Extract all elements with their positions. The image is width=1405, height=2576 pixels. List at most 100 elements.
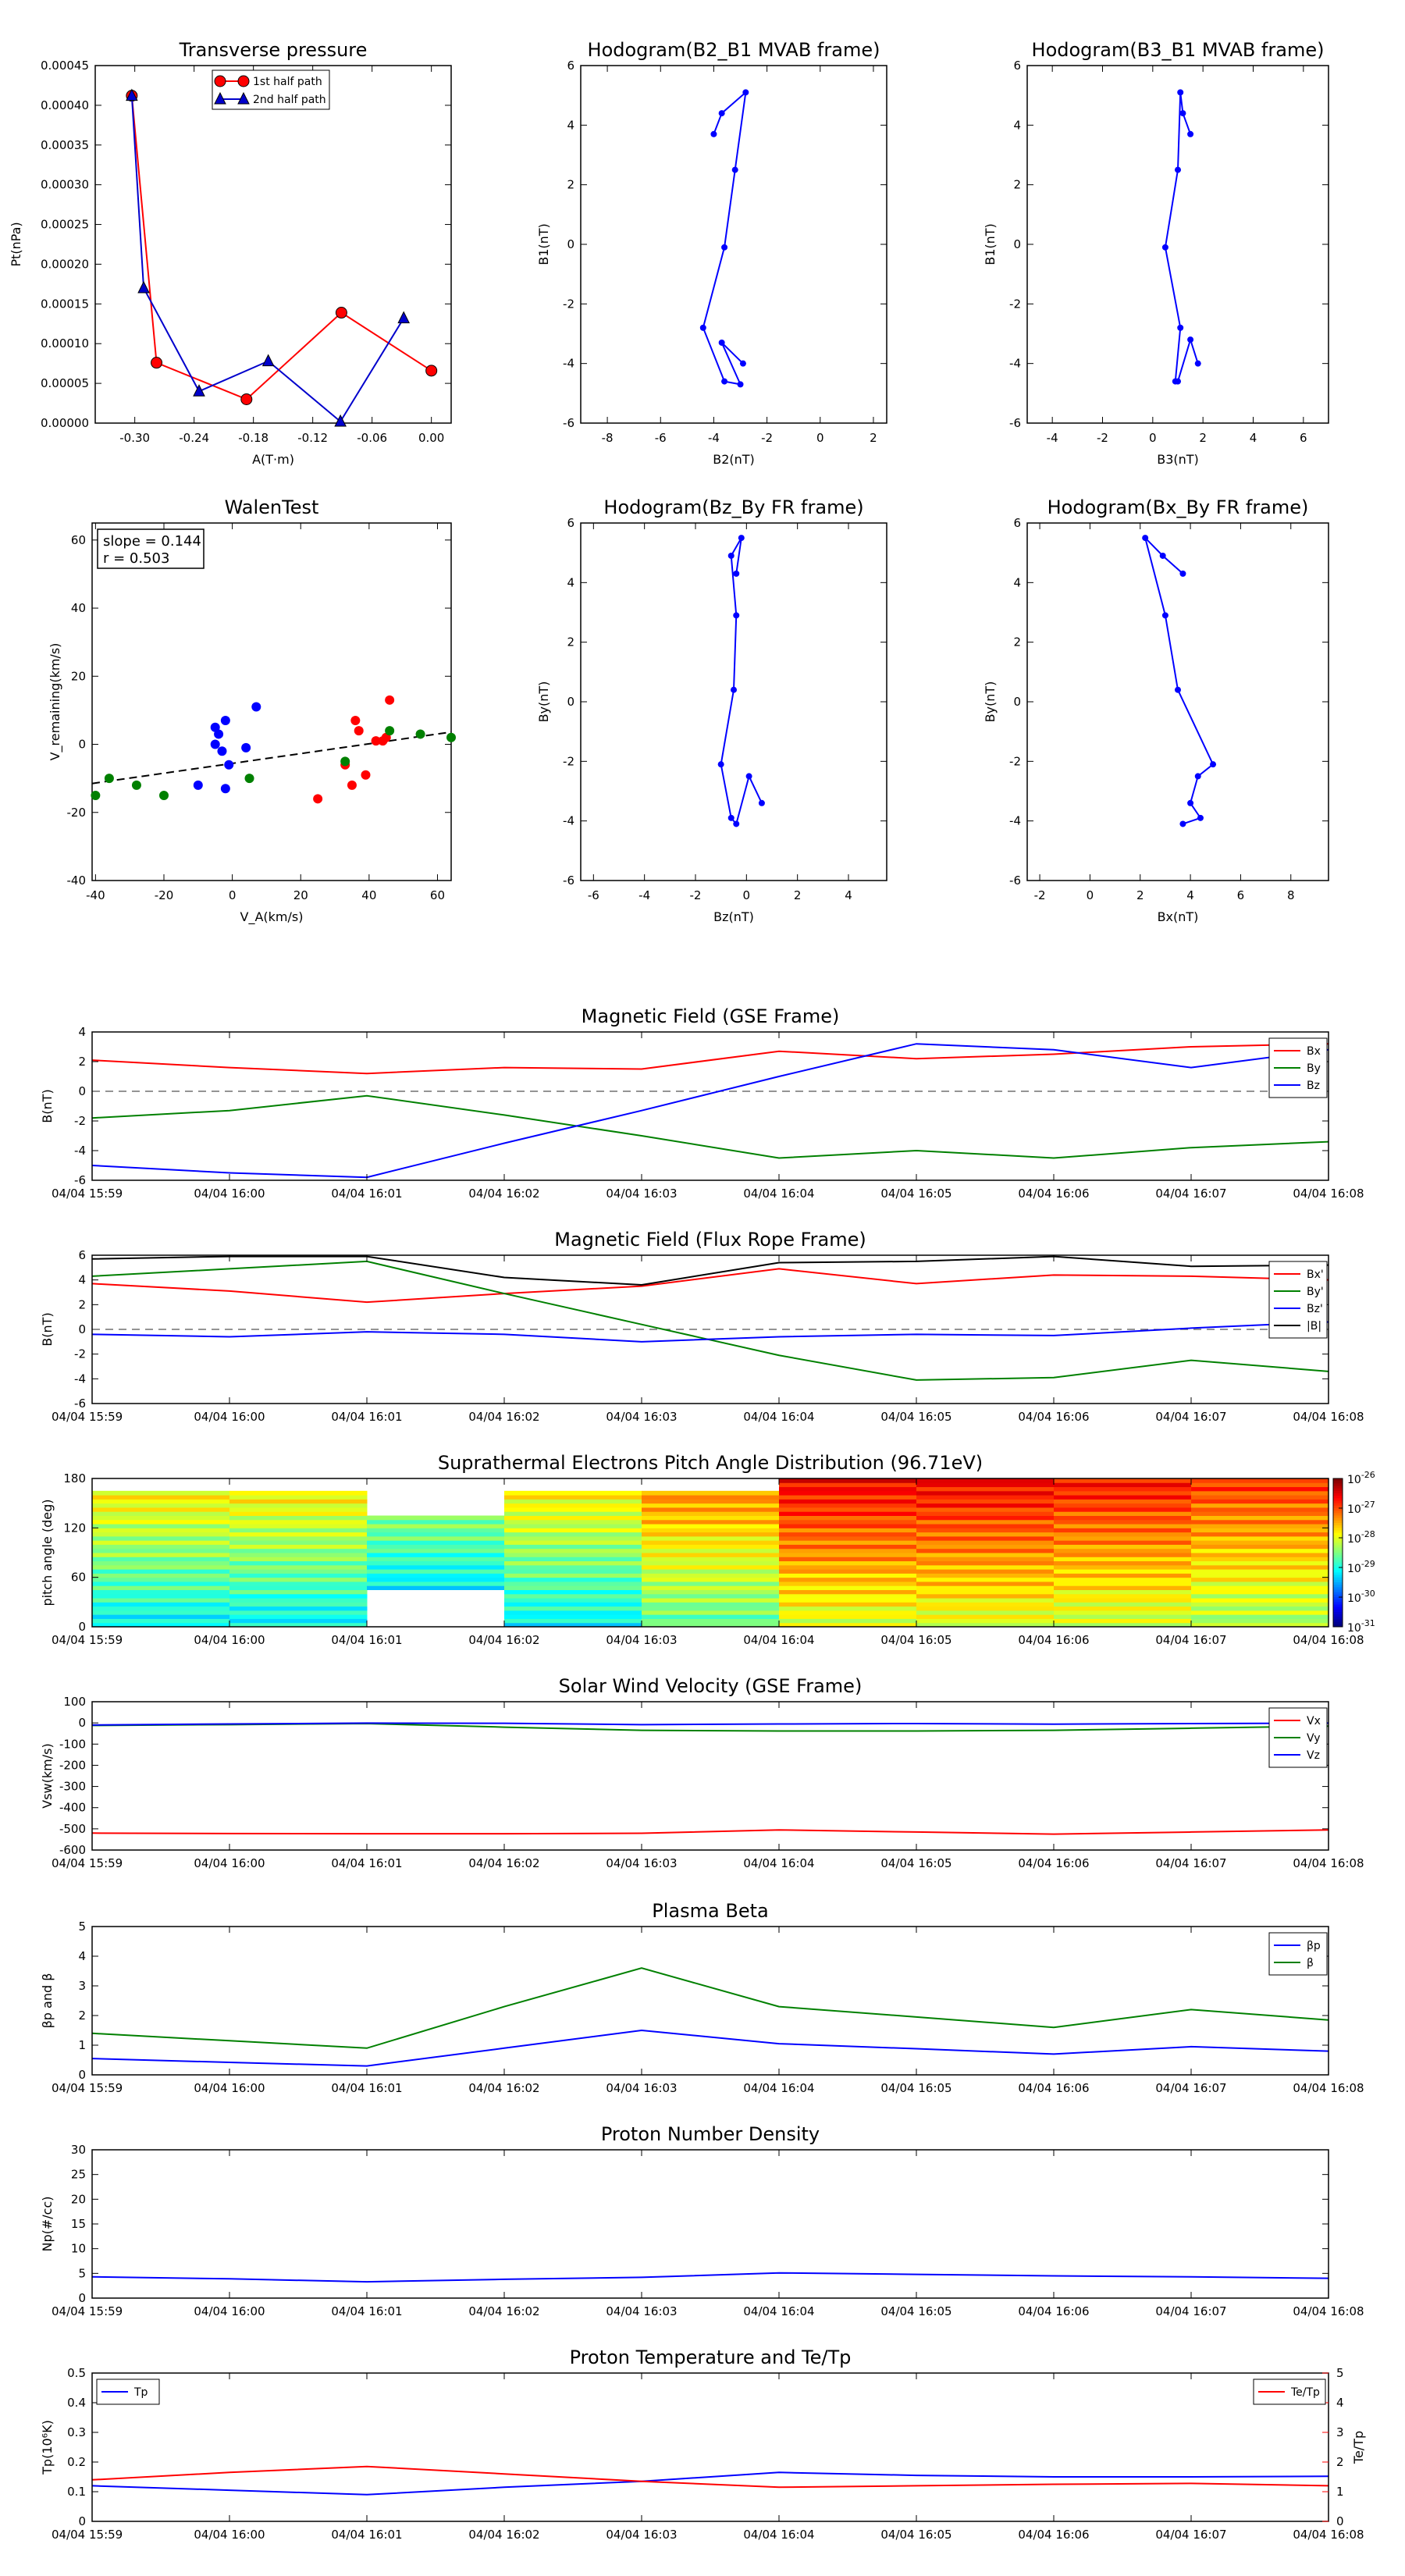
heatmap-cell <box>1191 1598 1329 1603</box>
colorbar-cell <box>1333 1560 1343 1564</box>
x-tick-label: 0 <box>229 888 237 902</box>
slope-annotation: slope = 0.144 <box>103 533 201 550</box>
series-line-2 <box>91 1722 1329 1726</box>
x-tick-label: -6 <box>588 888 599 902</box>
pt-plot: Transverse pressure -0.30 -0.24 -0.18 -0.12 -… <box>9 39 452 467</box>
y-tick-label: 0.00000 <box>41 416 89 430</box>
time-tick-label: 04/04 16:00 <box>194 1856 265 1870</box>
heatmap-cell <box>1054 1499 1192 1504</box>
heatmap-cell <box>229 1581 368 1586</box>
heatmap-cell <box>229 1585 368 1590</box>
heatmap-cell <box>504 1589 642 1595</box>
heatmap-cell <box>779 1540 917 1545</box>
heatmap-cell <box>229 1515 368 1521</box>
y-axis-label: Np(#/cc) <box>40 2197 55 2252</box>
x-tick-label: 0 <box>1149 431 1157 445</box>
heatmap-cell <box>504 1528 642 1533</box>
hodogram-point <box>1175 166 1181 173</box>
time-tick-label: 04/04 15:59 <box>52 1410 123 1424</box>
legend-label: Bx' <box>1307 1268 1324 1281</box>
x-axis-label: A(T·m) <box>252 452 294 467</box>
plot-frame <box>94 65 452 424</box>
colorbar-cell <box>1333 1547 1343 1551</box>
heatmap-cell <box>92 1524 230 1528</box>
colorbar-cell <box>1333 1592 1343 1596</box>
heatmap-cell <box>367 1585 505 1590</box>
fit-line <box>91 731 452 785</box>
time-tick-label: 04/04 16:03 <box>606 2304 677 2318</box>
colorbar-cell <box>1333 1604 1343 1608</box>
time-tick-label: 04/04 16:00 <box>194 2304 265 2318</box>
time-tick-label: 04/04 16:00 <box>194 2081 265 2095</box>
heatmap-cell <box>779 1593 917 1599</box>
y-tick-label: 0 <box>567 237 574 251</box>
heatmap-cell <box>1191 1593 1329 1599</box>
legend-label: 2nd half path <box>253 94 326 106</box>
hzy-plot: Hodogram(Bz_By FR frame) -6 -4 -2 0 2 4 -6 -4 -2 0… <box>536 496 887 924</box>
heatmap-cell <box>642 1490 780 1496</box>
heatmap-cell <box>916 1593 1055 1599</box>
time-tick-label: 04/04 16:02 <box>468 2081 539 2095</box>
heatmap-cell <box>779 1548 917 1553</box>
y2-tick-label: 4 <box>1336 2396 1344 2410</box>
heatmap-cell <box>1191 1503 1329 1508</box>
y-axis-label: By(nT) <box>983 681 998 723</box>
heatmap-cell <box>229 1511 368 1516</box>
heatmap-cell <box>1054 1532 1192 1537</box>
heatmap-cell <box>504 1618 642 1624</box>
heatmap-cell <box>229 1490 368 1496</box>
heatmap-cell <box>1054 1569 1192 1574</box>
heatmap-cell <box>229 1548 368 1553</box>
vsw-panel: Solar Wind Velocity (GSE Frame) -600 -500 -… <box>40 1675 1364 1870</box>
time-tick-label: 04/04 15:59 <box>52 2081 123 2095</box>
heatmap-cell <box>92 1564 230 1570</box>
heatmap-cell <box>92 1598 230 1603</box>
heatmap-cell <box>779 1573 917 1578</box>
heatmap-cell <box>779 1622 917 1628</box>
walen-point <box>354 726 364 736</box>
heatmap-cell <box>916 1557 1055 1562</box>
heatmap-cell <box>367 1557 505 1562</box>
y-tick-label: 25 <box>71 2168 86 2182</box>
legend-label: Bx <box>1307 1045 1321 1058</box>
colorbar-cell <box>1333 1530 1343 1534</box>
heatmap-cell <box>504 1519 642 1525</box>
heatmap-cell <box>779 1486 917 1492</box>
y-tick-label: 0.00045 <box>41 59 89 73</box>
heatmap-cell <box>642 1535 780 1541</box>
heatmap-cell <box>779 1610 917 1615</box>
heatmap-cell <box>1191 1560 1329 1566</box>
hodogram-line <box>1144 535 1215 825</box>
x-tick-label: 6 <box>1300 431 1307 445</box>
time-tick-label: 04/04 16:01 <box>331 1856 402 1870</box>
time-tick-label: 04/04 16:03 <box>606 1187 677 1201</box>
x-axis-label: B3(nT) <box>1157 452 1199 467</box>
heatmap-cell <box>367 1569 505 1574</box>
colorbar-cell <box>1333 1594 1343 1598</box>
walen-point <box>350 715 361 725</box>
y-tick-label: 0 <box>567 695 574 709</box>
heatmap-cell <box>1191 1528 1329 1533</box>
y-tick-label: 0.5 <box>67 2366 86 2380</box>
colorbar-label: 10-28 <box>1347 1529 1375 1546</box>
heatmap-cell <box>916 1478 1055 1483</box>
y-tick-label: 0.00025 <box>41 218 89 232</box>
y-tick-label: 10 <box>71 2242 86 2256</box>
x-tick-label: -2 <box>1097 431 1108 445</box>
colorbar-cell <box>1333 1498 1343 1501</box>
heatmap-cell <box>779 1618 917 1624</box>
heatmap-cell <box>1054 1598 1192 1603</box>
heatmap-cell <box>779 1564 917 1570</box>
heatmap-cell <box>229 1557 368 1562</box>
y-tick-label: -300 <box>59 1780 86 1794</box>
legend-marker <box>237 91 250 105</box>
heatmap-cell <box>642 1618 780 1624</box>
hodogram-point <box>1194 360 1201 367</box>
y-tick-label: 2 <box>1013 635 1021 649</box>
hodogram-point <box>1179 570 1186 577</box>
heatmap-cell <box>916 1486 1055 1492</box>
heatmap-cell <box>779 1557 917 1562</box>
time-tick-label: 04/04 16:02 <box>468 1633 539 1647</box>
colorbar-cell <box>1333 1597 1343 1600</box>
heatmap-cell <box>367 1560 505 1566</box>
